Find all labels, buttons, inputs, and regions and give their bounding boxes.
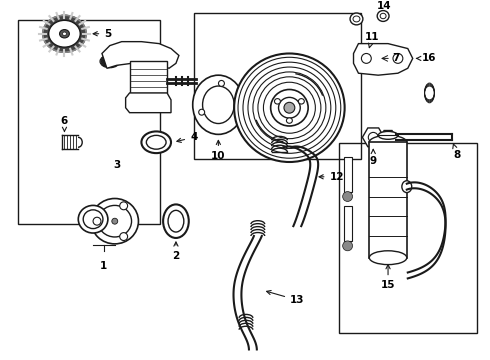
- Text: 3: 3: [113, 160, 121, 170]
- Ellipse shape: [365, 55, 372, 62]
- Ellipse shape: [369, 251, 407, 265]
- Ellipse shape: [270, 90, 308, 126]
- Text: 10: 10: [211, 140, 225, 161]
- Circle shape: [93, 217, 101, 225]
- Bar: [369, 142, 407, 258]
- Ellipse shape: [168, 210, 184, 232]
- Bar: [18, 20, 160, 224]
- Ellipse shape: [74, 137, 82, 147]
- Ellipse shape: [362, 52, 375, 65]
- Ellipse shape: [353, 16, 360, 22]
- Circle shape: [120, 233, 127, 240]
- Ellipse shape: [147, 135, 166, 149]
- Text: 8: 8: [453, 144, 461, 160]
- Ellipse shape: [43, 15, 86, 52]
- Ellipse shape: [402, 181, 412, 193]
- Circle shape: [219, 80, 224, 86]
- Circle shape: [343, 241, 352, 251]
- Ellipse shape: [78, 206, 108, 233]
- Text: 7: 7: [392, 53, 400, 63]
- Ellipse shape: [49, 20, 80, 47]
- Ellipse shape: [298, 99, 304, 104]
- Text: 11: 11: [365, 32, 380, 48]
- Ellipse shape: [369, 135, 407, 149]
- Ellipse shape: [63, 32, 67, 36]
- Text: 1: 1: [100, 261, 107, 271]
- Bar: [343, 157, 351, 192]
- Text: 9: 9: [369, 149, 377, 166]
- Text: 15: 15: [381, 265, 395, 290]
- Ellipse shape: [98, 206, 131, 237]
- Ellipse shape: [83, 210, 103, 229]
- Ellipse shape: [234, 54, 344, 162]
- Polygon shape: [102, 42, 179, 68]
- Bar: [339, 143, 477, 333]
- Ellipse shape: [193, 75, 244, 134]
- Ellipse shape: [380, 13, 386, 19]
- Ellipse shape: [377, 10, 389, 21]
- Ellipse shape: [378, 131, 398, 139]
- Polygon shape: [125, 93, 171, 113]
- Circle shape: [112, 218, 118, 224]
- Ellipse shape: [278, 98, 300, 118]
- Text: 12: 12: [319, 172, 344, 182]
- Text: 5: 5: [93, 29, 112, 39]
- Ellipse shape: [163, 204, 189, 238]
- Circle shape: [393, 54, 403, 63]
- Circle shape: [120, 202, 127, 210]
- Text: 4: 4: [177, 132, 197, 143]
- Ellipse shape: [59, 30, 70, 38]
- Ellipse shape: [142, 131, 171, 153]
- Text: 13: 13: [267, 291, 305, 305]
- Bar: [129, 61, 167, 93]
- Circle shape: [343, 192, 352, 202]
- Ellipse shape: [287, 118, 293, 123]
- Text: 14: 14: [377, 1, 392, 11]
- Ellipse shape: [350, 13, 363, 25]
- Ellipse shape: [202, 86, 234, 123]
- Bar: [194, 13, 361, 159]
- Text: 6: 6: [61, 116, 68, 131]
- Text: 16: 16: [416, 53, 437, 63]
- Bar: [343, 206, 351, 241]
- Circle shape: [368, 132, 378, 142]
- Circle shape: [284, 102, 295, 113]
- Ellipse shape: [274, 99, 280, 104]
- Bar: [63, 135, 78, 149]
- Ellipse shape: [91, 198, 139, 244]
- Polygon shape: [353, 44, 413, 75]
- Circle shape: [362, 54, 371, 63]
- Circle shape: [199, 109, 205, 115]
- Text: 2: 2: [172, 242, 179, 261]
